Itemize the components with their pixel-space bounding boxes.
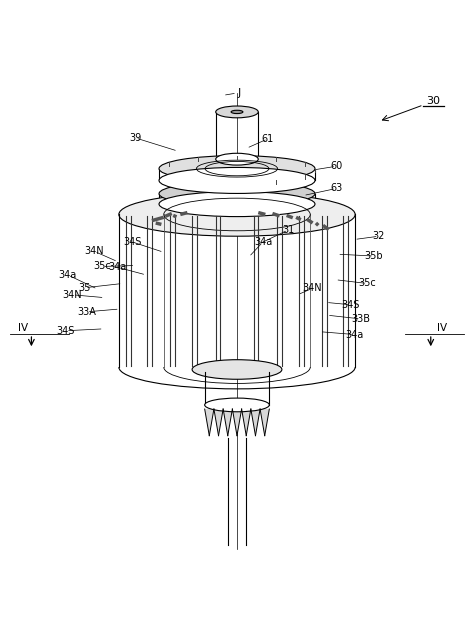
Text: 60: 60 <box>330 161 342 171</box>
Text: 63: 63 <box>330 184 342 194</box>
Text: 34a: 34a <box>59 270 77 280</box>
Text: 31: 31 <box>282 225 294 235</box>
Text: 34a: 34a <box>345 330 364 340</box>
Ellipse shape <box>159 192 315 217</box>
Polygon shape <box>260 409 269 436</box>
Text: 32: 32 <box>373 231 385 241</box>
Text: 34S: 34S <box>341 300 360 310</box>
Polygon shape <box>214 409 223 436</box>
Ellipse shape <box>159 156 315 182</box>
Text: 34N: 34N <box>84 246 104 257</box>
Ellipse shape <box>205 398 269 411</box>
Text: IV: IV <box>18 323 28 333</box>
Text: 34S: 34S <box>57 326 75 336</box>
Text: 35: 35 <box>79 283 91 293</box>
Text: 33A: 33A <box>77 307 96 317</box>
Text: 35c: 35c <box>358 279 376 288</box>
Ellipse shape <box>159 181 315 206</box>
Text: 34S: 34S <box>123 237 141 247</box>
Text: 34a: 34a <box>109 262 127 272</box>
Text: 34a: 34a <box>254 237 272 247</box>
Text: IV: IV <box>437 323 447 333</box>
Ellipse shape <box>159 168 315 194</box>
Text: 33B: 33B <box>351 314 370 324</box>
Ellipse shape <box>119 193 355 236</box>
Polygon shape <box>205 409 214 436</box>
Ellipse shape <box>216 106 258 118</box>
Polygon shape <box>223 409 232 436</box>
Polygon shape <box>232 409 242 436</box>
Ellipse shape <box>231 110 243 114</box>
Text: 35c: 35c <box>93 262 111 271</box>
Polygon shape <box>242 409 251 436</box>
Ellipse shape <box>192 359 282 379</box>
Ellipse shape <box>216 153 258 165</box>
Text: 35b: 35b <box>365 251 383 261</box>
Text: 30: 30 <box>426 96 440 106</box>
Text: J: J <box>238 88 241 98</box>
Text: 34N: 34N <box>303 283 322 293</box>
Text: 61: 61 <box>262 134 274 144</box>
Polygon shape <box>251 409 260 436</box>
Text: 34N: 34N <box>63 290 82 300</box>
Text: 39: 39 <box>129 133 142 143</box>
